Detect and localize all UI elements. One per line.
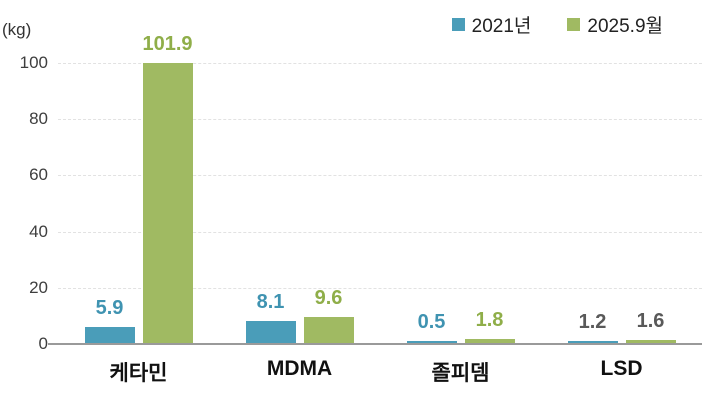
y-tick-label: 100 [19, 53, 48, 72]
y-tick-label: 0 [38, 334, 48, 353]
x-axis-line [48, 343, 702, 345]
bar-value-label: 1.6 [636, 309, 665, 332]
plot-area: 0 20 40 60 80 100 5.9 101.9 케타민 8.1 9.6 MDMA 0.5 1.8… [20, 33, 702, 385]
legend-swatch-2025 [567, 18, 581, 31]
legend-item-2021: 2021년 [451, 11, 532, 38]
category-group: 5.9 101.9 케타민 [58, 33, 219, 385]
gridline [58, 231, 702, 233]
bar-value-label: 1.8 [475, 308, 504, 331]
y-tick-label: 40 [29, 221, 48, 241]
bar-value-label: 9.6 [314, 287, 343, 310]
category-label: MDMA [266, 357, 333, 380]
bar-series1-MDMA: 9.6 [303, 287, 354, 344]
bar-series1-케타민: 101.9 [142, 33, 193, 344]
bar-value-label: 0.5 [417, 310, 446, 333]
y-tick-label: 60 [29, 165, 48, 185]
bar-value-label: 1.2 [578, 310, 607, 333]
bar-series0-LSD: 1.2 [567, 311, 618, 344]
bar-series0-MDMA: 8.1 [245, 291, 296, 344]
legend-item-2025: 2025.9월 [567, 11, 663, 38]
gridline [58, 175, 702, 177]
category-label: 케타민 [109, 362, 168, 385]
bar-series0-케타민: 5.9 [84, 297, 135, 344]
legend-swatch-2021 [451, 18, 465, 31]
gridline [58, 119, 702, 121]
legend: 2021년 2025.9월 [451, 11, 663, 38]
bar-series1-졸피뎀: 1.8 [464, 309, 515, 344]
gridline [58, 63, 702, 64]
bar-value-label: 5.9 [95, 297, 124, 320]
category-group: 8.1 9.6 MDMA [219, 63, 380, 380]
bar-value-label: 101.9 [142, 33, 193, 55]
bar-series0-졸피뎀: 0.5 [406, 311, 457, 344]
y-tick-label: 20 [29, 277, 48, 297]
category-group: 1.2 1.6 LSD [541, 63, 702, 380]
category-label: LSD [600, 357, 643, 380]
category-group: 0.5 1.8 졸피뎀 [380, 63, 541, 385]
bar-series1-LSD: 1.6 [625, 310, 676, 344]
legend-label-2025: 2025.9월 [587, 16, 663, 37]
category-label: 졸피뎀 [431, 362, 490, 385]
y-tick-label: 80 [29, 109, 48, 129]
bar-groups: 5.9 101.9 케타민 8.1 9.6 MDMA 0.5 1.8 졸피뎀 1.2 1.6 LSD [58, 33, 702, 385]
gridline [58, 287, 702, 289]
bar-value-label: 8.1 [256, 291, 285, 314]
y-axis-unit-label: (kg) [2, 20, 32, 39]
legend-label-2021: 2021년 [471, 16, 532, 37]
